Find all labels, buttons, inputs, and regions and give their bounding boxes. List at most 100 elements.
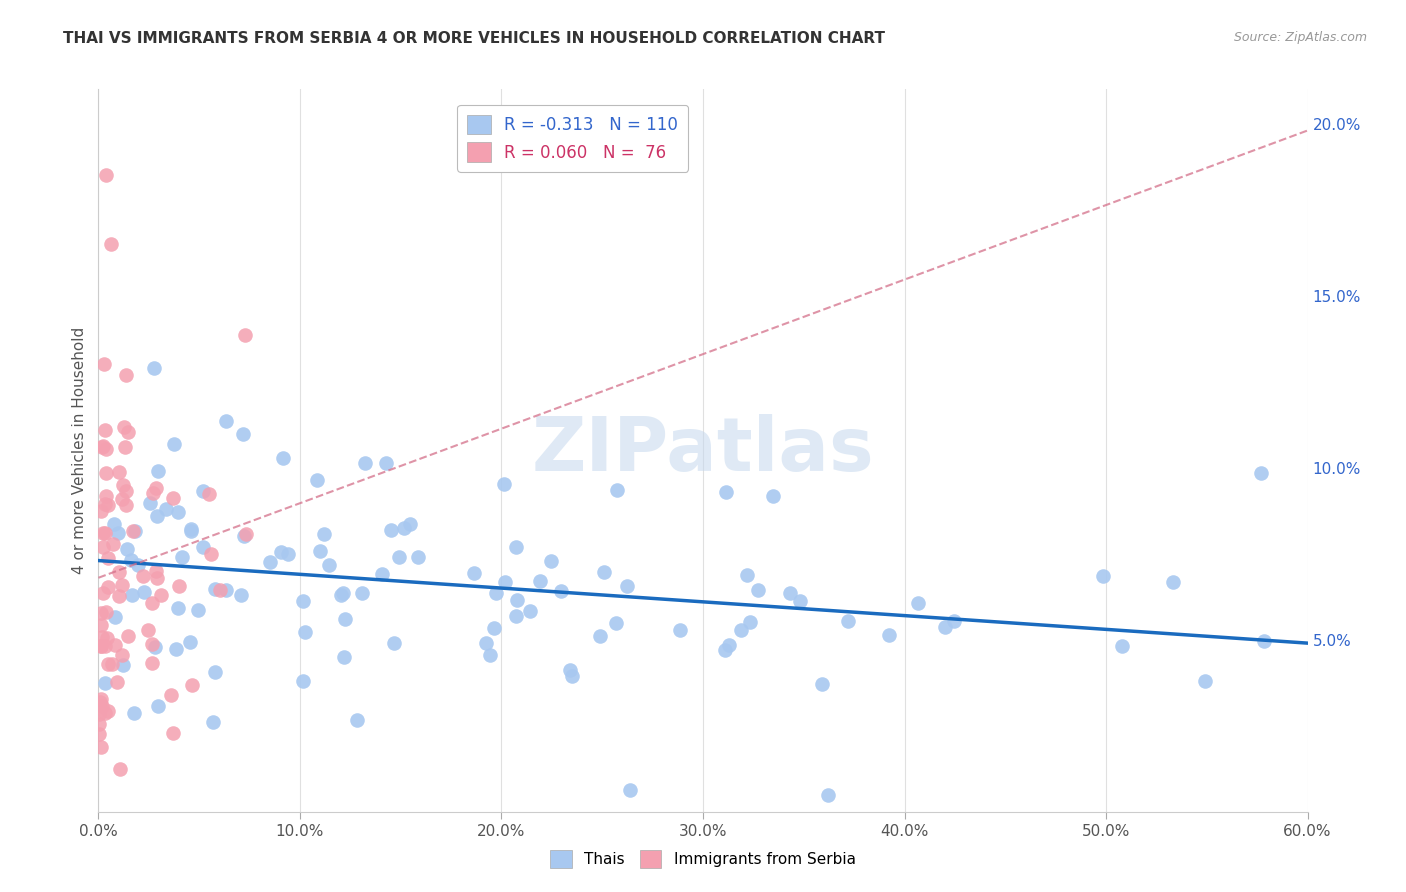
Point: [115, 368, 138, 382]
Point: [96, 466, 118, 480]
Point: [294, 624, 316, 639]
Point: [162, 491, 184, 506]
Point: [117, 541, 139, 556]
Point: [1250, 467, 1272, 481]
Point: [146, 698, 169, 713]
Point: [93, 706, 115, 720]
Point: [141, 596, 163, 610]
Point: [108, 465, 131, 479]
Point: [1091, 569, 1114, 583]
Point: [180, 524, 202, 538]
Point: [96, 631, 118, 645]
Point: [108, 565, 131, 579]
Point: [103, 537, 125, 551]
Point: [877, 628, 900, 642]
Point: [762, 489, 785, 503]
Point: [561, 669, 583, 683]
Point: [90, 639, 112, 653]
Point: [94, 639, 117, 653]
Point: [114, 441, 136, 455]
Point: [166, 642, 188, 657]
Point: [187, 603, 209, 617]
Point: [91, 440, 114, 454]
Point: [333, 649, 356, 664]
Legend: Thais, Immigrants from Serbia: Thais, Immigrants from Serbia: [544, 844, 862, 873]
Point: [271, 451, 294, 466]
Point: [291, 594, 314, 608]
Point: [382, 636, 405, 650]
Point: [166, 600, 188, 615]
Point: [93, 438, 115, 452]
Point: [558, 663, 581, 677]
Point: [485, 586, 508, 600]
Point: [492, 477, 515, 491]
Point: [779, 586, 801, 600]
Point: [235, 526, 257, 541]
Point: [811, 677, 834, 691]
Point: [127, 558, 149, 573]
Point: [204, 665, 226, 680]
Point: [122, 706, 145, 720]
Point: [149, 588, 172, 602]
Point: [380, 523, 402, 537]
Point: [132, 585, 155, 599]
Point: [589, 629, 612, 643]
Point: [506, 593, 529, 607]
Point: [270, 544, 292, 558]
Point: [155, 501, 177, 516]
Point: [540, 554, 562, 568]
Point: [233, 327, 256, 342]
Point: [463, 566, 485, 581]
Point: [162, 726, 184, 740]
Point: [91, 698, 114, 713]
Point: [259, 556, 281, 570]
Point: [148, 464, 170, 478]
Point: [354, 457, 377, 471]
Point: [329, 588, 352, 602]
Point: [94, 489, 117, 503]
Point: [713, 642, 735, 657]
Point: [529, 574, 551, 588]
Point: [163, 437, 186, 451]
Point: [519, 604, 541, 618]
Point: [934, 620, 956, 634]
Point: [91, 540, 114, 554]
Point: [94, 423, 117, 437]
Point: [145, 564, 167, 578]
Point: [141, 656, 163, 670]
Point: [90, 607, 112, 621]
Point: [717, 638, 740, 652]
Point: [143, 640, 166, 654]
Point: [117, 629, 139, 643]
Point: [108, 762, 131, 776]
Text: THAI VS IMMIGRANTS FROM SERBIA 4 OR MORE VEHICLES IN HOUSEHOLD CORRELATION CHART: THAI VS IMMIGRANTS FROM SERBIA 4 OR MORE…: [63, 31, 886, 46]
Point: [232, 426, 254, 441]
Point: [94, 442, 117, 457]
Point: [117, 425, 139, 439]
Point: [112, 477, 135, 491]
Legend: R = -0.313   N = 110, R = 0.060   N =  76: R = -0.313 N = 110, R = 0.060 N = 76: [457, 104, 688, 171]
Point: [817, 788, 839, 802]
Point: [97, 499, 120, 513]
Point: [191, 540, 214, 554]
Point: [112, 420, 135, 434]
Point: [200, 547, 222, 561]
Point: [318, 558, 340, 573]
Point: [475, 636, 498, 650]
Point: [131, 569, 153, 583]
Point: [1194, 674, 1216, 689]
Point: [616, 579, 638, 593]
Point: [398, 517, 420, 532]
Point: [942, 614, 965, 628]
Point: [114, 499, 136, 513]
Point: [215, 583, 238, 598]
Point: [139, 495, 162, 509]
Point: [837, 614, 859, 628]
Point: [111, 491, 134, 506]
Point: [91, 526, 114, 541]
Point: [593, 565, 616, 579]
Point: [392, 521, 415, 535]
Point: [91, 585, 114, 599]
Point: [1161, 574, 1184, 589]
Point: [111, 648, 134, 663]
